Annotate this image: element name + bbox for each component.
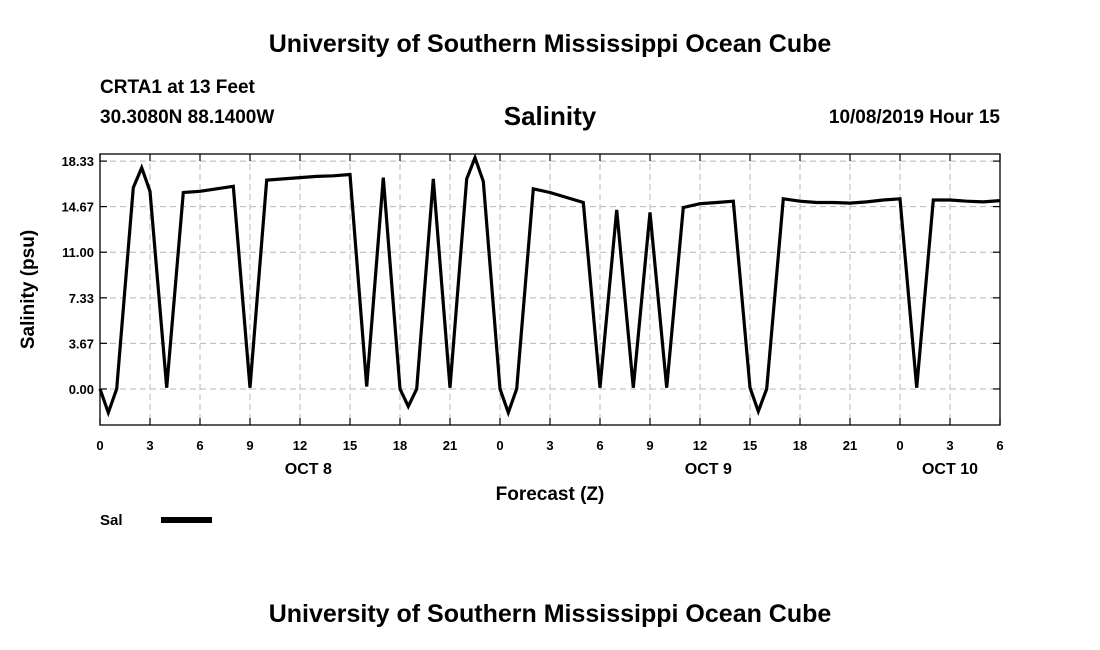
x-tick-label: 9 [246,438,253,453]
x-axis: 0 3 6 9 12 15 18 21 0 3 6 9 12 15 18 21 0 3 6 [96,154,1004,453]
page-title: University of Southern Mississippi Ocean… [268,30,832,58]
x-tick-label: 15 [343,438,357,453]
x-tick-label: 18 [793,438,807,453]
coordinates-label: 30.3080N 88.1400W [100,107,275,128]
x-tick-label: 0 [496,438,503,453]
plot-frame [99,153,1001,426]
x-tick-label: 0 [896,438,903,453]
y-tick-label: 14.67 [61,200,94,215]
y-tick-label: 3.67 [69,336,94,351]
x-tick-label: 3 [146,438,153,453]
day-label: OCT 10 [922,461,978,478]
x-tick-label: 6 [996,438,1003,453]
x-tick-label: 21 [443,438,457,453]
salinity-series-line [98,153,1001,418]
day-label: OCT 8 [285,461,332,478]
x-tick-label: 6 [596,438,603,453]
x-tick-label: 3 [946,438,953,453]
x-tick-label: 3 [546,438,553,453]
y-tick-label: 18.33 [61,154,94,169]
x-axis-title: Forecast (Z) [496,484,605,505]
datetime-label: 10/08/2019 Hour 15 [828,107,1000,128]
x-tick-label: 0 [96,438,103,453]
y-axis-title: Salinity (psu) [18,230,39,349]
y-tick-label: 7.33 [69,291,94,306]
x-tick-label: 6 [196,438,203,453]
x-tick-label: 18 [393,438,407,453]
x-tick-label: 9 [646,438,653,453]
x-tick-label: 12 [693,438,707,453]
x-tick-label: 21 [843,438,857,453]
day-label: OCT 9 [685,461,732,478]
x-tick-label: 15 [743,438,757,453]
y-axis: 0.00 3.67 7.33 11.00 14.67 18.33 [61,154,1000,397]
parameter-title: Salinity [503,101,597,131]
station-label: CRTA1 at 13 Feet [100,77,255,98]
y-tick-label: 11.00 [62,245,94,260]
legend-label: Sal [100,512,123,529]
footer-title: University of Southern Mississippi Ocean… [268,600,832,628]
day-labels: OCT 8 OCT 9 OCT 10 [285,461,978,478]
x-tick-label: 12 [293,438,307,453]
y-tick-label: 0.00 [69,382,94,397]
